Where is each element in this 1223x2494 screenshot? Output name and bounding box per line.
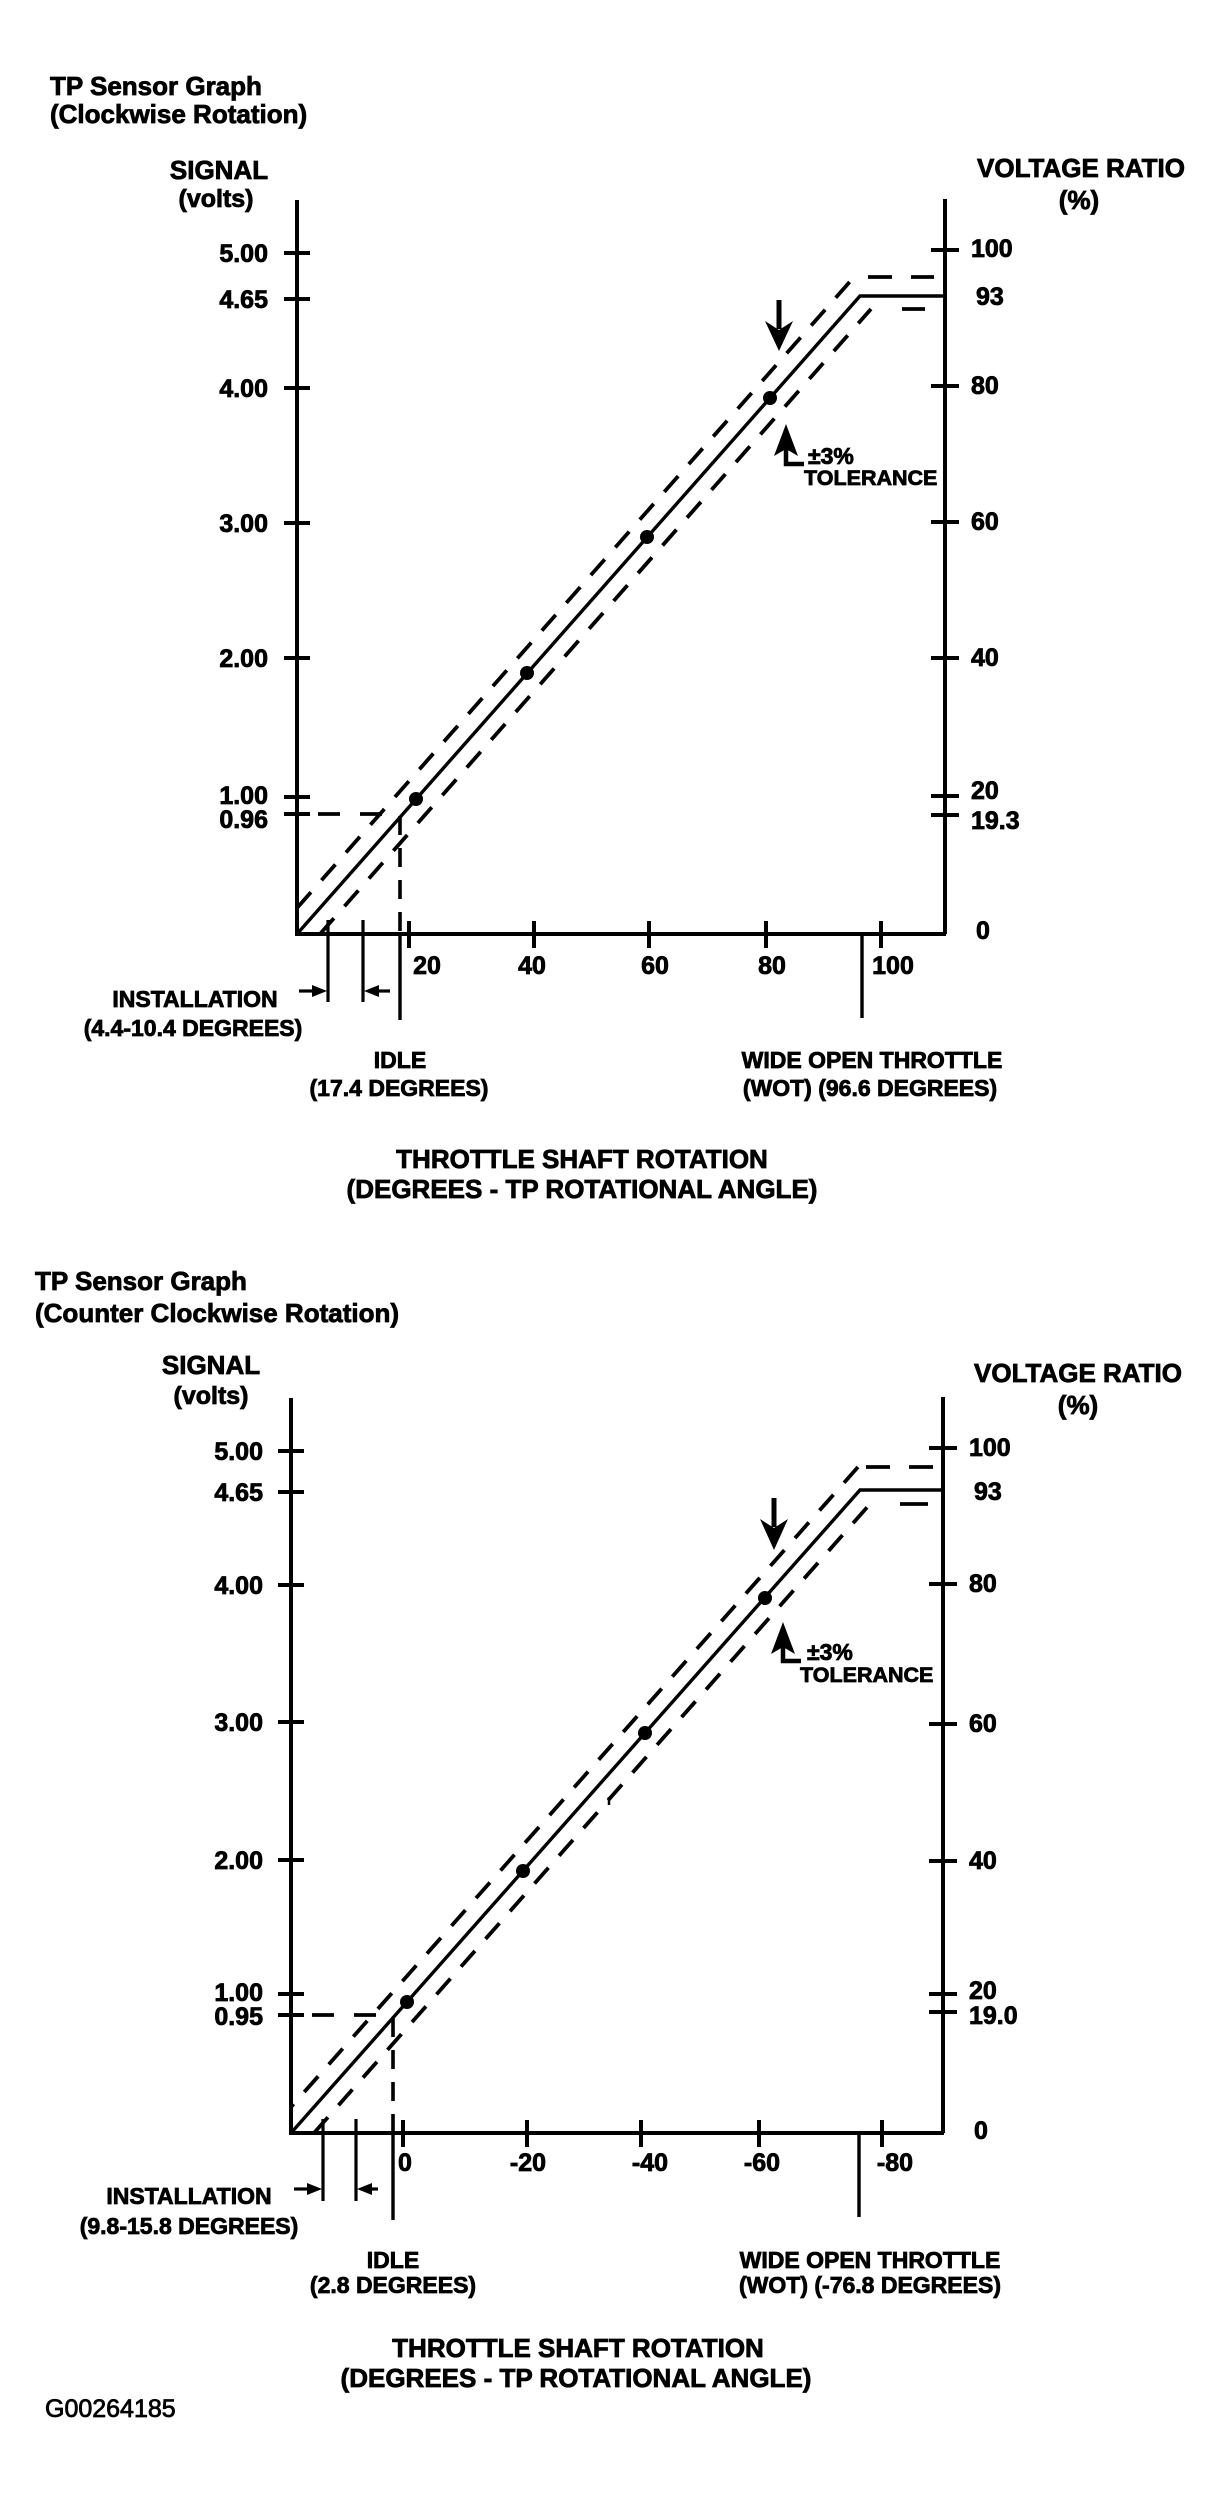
svg-text:IDLE: IDLE: [374, 1047, 426, 1073]
svg-text:(17.4 DEGREES): (17.4 DEGREES): [310, 1075, 489, 1101]
svg-text:19.0: 19.0: [969, 2002, 1018, 2030]
svg-text:1.00: 1.00: [214, 1979, 263, 2007]
svg-text:INSTALLATION: INSTALLATION: [112, 986, 277, 1012]
svg-text:0: 0: [974, 2117, 988, 2145]
svg-text:TOLERANCE: TOLERANCE: [800, 1663, 933, 1687]
svg-text:(DEGREES - TP ROTATIONAL ANGLE: (DEGREES - TP ROTATIONAL ANGLE): [347, 1174, 818, 1204]
svg-text:(2.8 DEGREES): (2.8 DEGREES): [310, 2272, 476, 2298]
svg-text:40: 40: [518, 952, 546, 980]
svg-text:100: 100: [969, 1434, 1011, 1462]
svg-text:3.00: 3.00: [219, 510, 268, 538]
svg-text:THROTTLE SHAFT ROTATION: THROTTLE SHAFT ROTATION: [396, 1144, 768, 1174]
svg-text:(volts): (volts): [179, 185, 254, 213]
svg-text:THROTTLE SHAFT ROTATION: THROTTLE SHAFT ROTATION: [392, 2333, 764, 2363]
svg-text:4.65: 4.65: [219, 286, 268, 314]
svg-text:100: 100: [872, 952, 914, 980]
svg-text:80: 80: [971, 372, 999, 400]
svg-text:2.00: 2.00: [219, 645, 268, 673]
svg-text:4.00: 4.00: [214, 1572, 263, 1600]
svg-text:(WOT) (-76.8 DEGREES): (WOT) (-76.8 DEGREES): [739, 2272, 1001, 2298]
svg-text:19.3: 19.3: [971, 807, 1020, 835]
svg-text:20: 20: [971, 777, 999, 805]
svg-text:20: 20: [969, 1977, 997, 2005]
svg-text:G00264185: G00264185: [45, 2395, 176, 2423]
svg-text:0: 0: [976, 917, 990, 945]
svg-text:(9.8-15.8 DEGREES): (9.8-15.8 DEGREES): [80, 2213, 299, 2239]
svg-text:TP Sensor Graph: TP Sensor Graph: [50, 71, 262, 101]
svg-text:-80: -80: [877, 2149, 913, 2177]
svg-text:SIGNAL: SIGNAL: [170, 155, 268, 185]
svg-text:VOLTAGE RATIO: VOLTAGE RATIO: [974, 1358, 1182, 1388]
svg-text:5.00: 5.00: [214, 1438, 263, 1466]
svg-text:93: 93: [974, 1478, 1002, 1506]
svg-text:4.65: 4.65: [214, 1479, 263, 1507]
svg-text:IDLE: IDLE: [367, 2247, 419, 2273]
svg-text:80: 80: [969, 1570, 997, 1598]
svg-text:20: 20: [413, 952, 441, 980]
svg-text:(volts): (volts): [174, 1382, 249, 1410]
svg-text:1.00: 1.00: [219, 782, 268, 810]
svg-text:-60: -60: [744, 2149, 780, 2177]
svg-text:WIDE OPEN THROTTLE: WIDE OPEN THROTTLE: [742, 1047, 1003, 1073]
svg-text:INSTALLATION: INSTALLATION: [106, 2183, 271, 2209]
svg-text:(%): (%): [1059, 185, 1099, 215]
svg-text:4.00: 4.00: [219, 375, 268, 403]
svg-text:0.95: 0.95: [214, 2003, 263, 2031]
svg-text:TOLERANCE: TOLERANCE: [804, 466, 937, 490]
svg-text:(Counter Clockwise Rotation): (Counter Clockwise Rotation): [35, 1298, 399, 1328]
svg-text:-40: -40: [632, 2149, 668, 2177]
svg-text:80: 80: [758, 952, 786, 980]
svg-text:-20: -20: [510, 2149, 546, 2177]
svg-text:(Clockwise Rotation): (Clockwise Rotation): [50, 99, 307, 129]
svg-text:(4.4-10.4 DEGREES): (4.4-10.4 DEGREES): [84, 1015, 303, 1041]
svg-text:0.96: 0.96: [219, 806, 268, 834]
svg-text:SIGNAL: SIGNAL: [162, 1350, 260, 1380]
svg-text:40: 40: [969, 1847, 997, 1875]
svg-text:±3%: ±3%: [807, 1639, 853, 1665]
svg-text:5.00: 5.00: [219, 240, 268, 268]
svg-text:3.00: 3.00: [214, 1709, 263, 1737]
svg-text:2.00: 2.00: [214, 1847, 263, 1875]
svg-text:VOLTAGE RATIO: VOLTAGE RATIO: [977, 153, 1185, 183]
svg-text:(WOT) (96.6 DEGREES): (WOT) (96.6 DEGREES): [743, 1075, 997, 1101]
svg-text:93: 93: [976, 283, 1004, 311]
svg-text:0: 0: [398, 2149, 412, 2177]
svg-text:60: 60: [969, 1710, 997, 1738]
svg-text:WIDE OPEN THROTTLE: WIDE OPEN THROTTLE: [740, 2247, 1001, 2273]
svg-text:40: 40: [971, 644, 999, 672]
svg-text:(DEGREES - TP ROTATIONAL ANGLE: (DEGREES - TP ROTATIONAL ANGLE): [341, 2363, 812, 2393]
svg-text:TP Sensor Graph: TP Sensor Graph: [35, 1266, 247, 1296]
svg-text:(%): (%): [1058, 1390, 1098, 1420]
svg-text:60: 60: [641, 952, 669, 980]
svg-text:100: 100: [971, 235, 1013, 263]
svg-text:±3%: ±3%: [808, 443, 854, 469]
svg-text:60: 60: [971, 508, 999, 536]
